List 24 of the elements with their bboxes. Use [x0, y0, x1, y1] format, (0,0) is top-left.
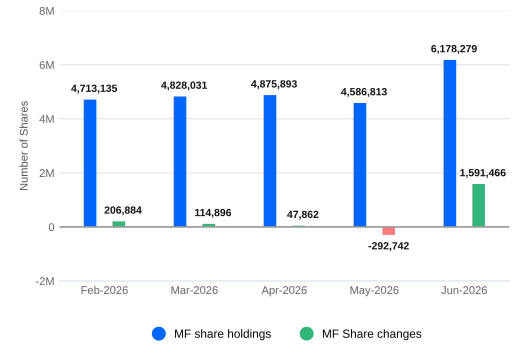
x-tick-label: Jun-2026	[441, 286, 487, 294]
data-label: 47,862	[287, 210, 318, 220]
data-label: 206,884	[104, 206, 142, 216]
x-tick-label: Apr-2026	[262, 286, 307, 296]
data-label: 114,896	[195, 208, 232, 218]
data-label: 4,828,031	[161, 81, 208, 90]
data-label: 4,875,893	[251, 80, 297, 90]
data-label: 1,591,466	[460, 168, 506, 178]
y-tick-label: -2M	[36, 277, 54, 286]
x-tick-label: Mar-2026	[172, 286, 218, 294]
x-tick-label: Feb-2026	[82, 286, 128, 294]
legend-label: MF Share changes	[322, 329, 422, 340]
data-label: 4,586,813	[341, 88, 387, 97]
y-tick-label: 4M	[39, 115, 54, 123]
x-tick-label: May-2026	[350, 286, 399, 296]
y-axis-title: Number of Shares	[20, 101, 28, 190]
data-label: 4,713,135	[71, 84, 118, 94]
data-label: 6,178,279	[431, 44, 477, 54]
y-tick-label: 0	[48, 223, 54, 232]
y-tick-label: 8M	[40, 7, 54, 15]
legend-label: MF share holdings	[175, 329, 271, 340]
y-tick-label: 2M	[40, 169, 54, 177]
y-tick-label: 6M	[40, 61, 54, 69]
data-label: -292,742	[368, 242, 409, 251]
